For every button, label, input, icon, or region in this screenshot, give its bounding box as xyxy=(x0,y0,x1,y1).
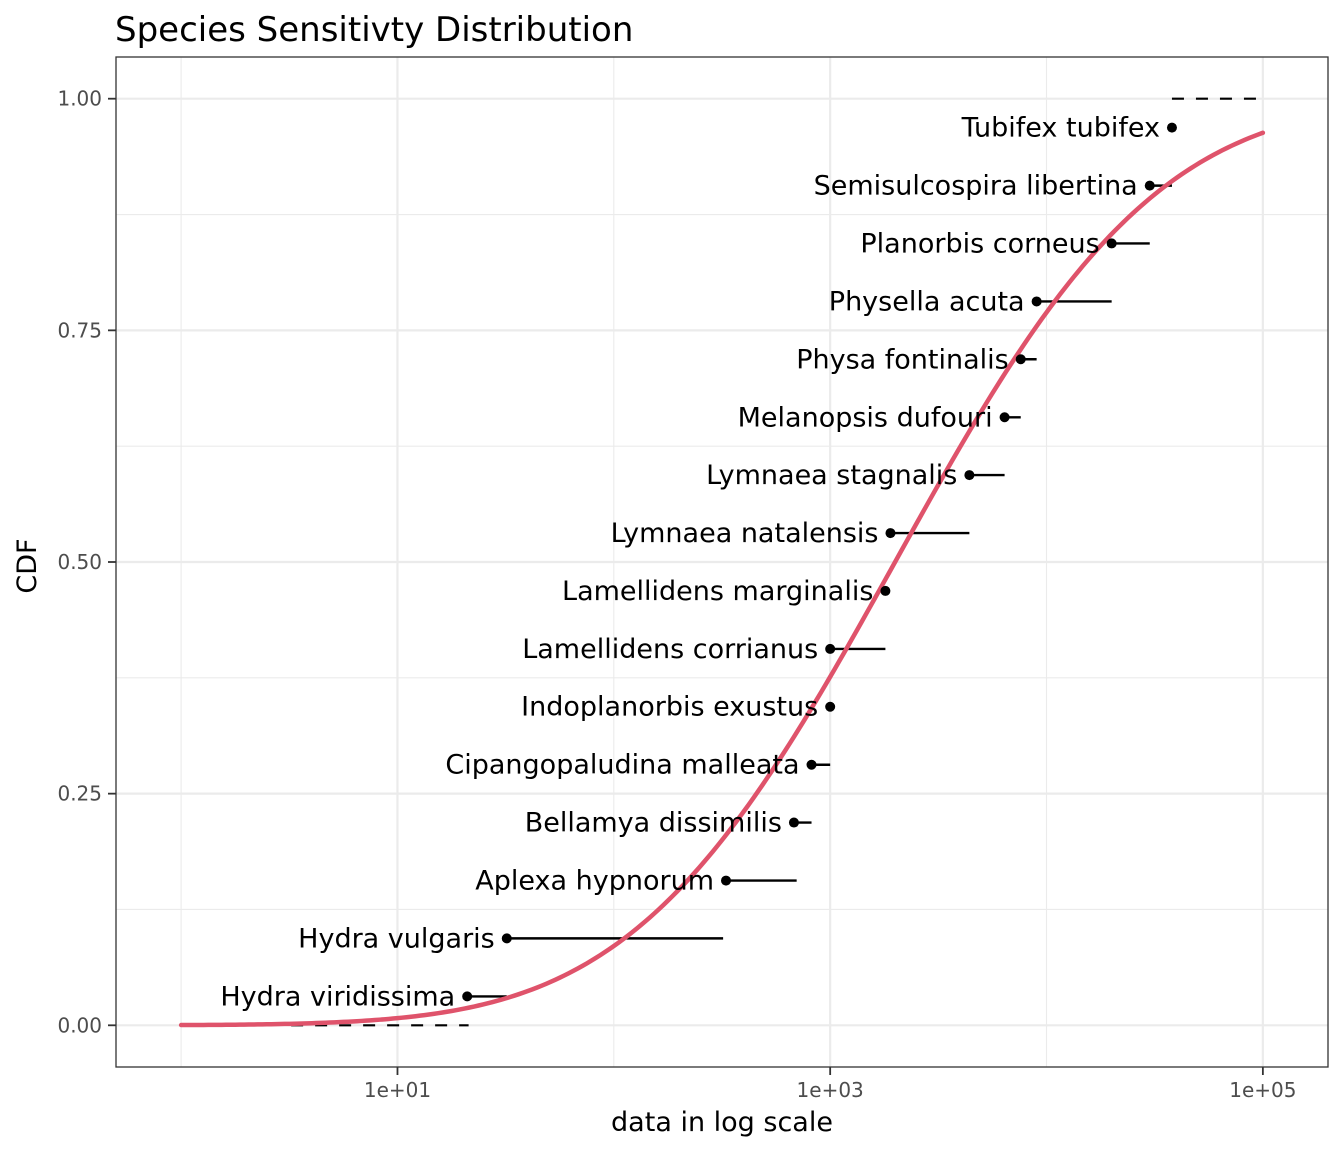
chart-title: Species Sensitivty Distribution xyxy=(115,10,633,50)
species-label: Physa fontinalis xyxy=(796,344,1009,375)
data-point xyxy=(1166,122,1177,133)
data-point xyxy=(806,759,817,770)
y-axis-title: CDF xyxy=(12,538,43,593)
data-point xyxy=(788,817,799,828)
data-point xyxy=(885,528,896,539)
y-tick-label: 0.00 xyxy=(57,1013,102,1037)
plot-area: Hydra viridissima Hydra vulgaris Aplexa hy… xyxy=(178,97,1266,1028)
y-tick-label: 1.00 xyxy=(57,87,102,111)
data-point xyxy=(1031,296,1042,307)
species-label: Planorbis corneus xyxy=(860,228,1099,259)
species-label: Cipangopaludina malleata xyxy=(445,750,799,781)
species-label: Semisulcospira libertina xyxy=(814,171,1138,202)
x-tick-label: 1e+03 xyxy=(797,1078,864,1102)
x-tick-label: 1e+05 xyxy=(1229,1078,1296,1102)
species-label: Tubifex tubifex xyxy=(961,113,1160,144)
data-point xyxy=(999,412,1010,423)
data-point xyxy=(721,875,732,886)
axes: 0.00 0.25 0.50 0.75 1.00 1e+01 1e+03 1e+05 xyxy=(57,87,1296,1102)
species-label: Lymnaea natalensis xyxy=(611,518,879,549)
grid xyxy=(116,57,1328,1067)
species-label: Hydra vulgaris xyxy=(298,923,495,954)
x-axis-title: data in log scale xyxy=(611,1107,833,1138)
data-point xyxy=(1106,238,1117,249)
y-tick-label: 0.75 xyxy=(57,318,102,342)
data-point xyxy=(501,933,512,944)
species-label: Physella acuta xyxy=(829,286,1025,317)
species-label: Lymnaea stagnalis xyxy=(706,460,957,491)
fitted-cdf-curve xyxy=(178,130,1266,1028)
data-point xyxy=(880,585,891,596)
species-label: Bellamya dissimilis xyxy=(525,808,782,839)
data-point xyxy=(964,470,975,481)
data-point xyxy=(1015,354,1026,365)
species-label: Lamellidens corrianus xyxy=(522,634,818,665)
x-tick-label: 1e+01 xyxy=(364,1078,431,1102)
y-tick-label: 0.25 xyxy=(57,782,102,806)
data-point xyxy=(1144,180,1155,191)
data-point xyxy=(825,701,836,712)
species-label: Indoplanorbis exustus xyxy=(521,692,818,723)
species-label: Lamellidens marginalis xyxy=(562,576,873,607)
species-label: Melanopsis dufouri xyxy=(738,402,993,433)
species-label: Aplexa hypnorum xyxy=(475,866,714,897)
species-label: Hydra viridissima xyxy=(220,981,455,1012)
data-point xyxy=(462,991,473,1002)
y-tick-label: 0.50 xyxy=(57,550,102,574)
data-point xyxy=(825,643,836,654)
